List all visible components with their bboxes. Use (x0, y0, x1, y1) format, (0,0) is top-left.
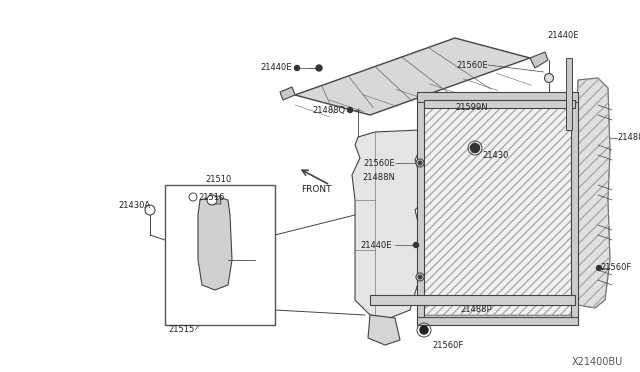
Circle shape (416, 159, 424, 167)
Text: 21440E: 21440E (547, 32, 579, 41)
Circle shape (189, 193, 197, 201)
Text: 21488P: 21488P (460, 305, 492, 314)
Circle shape (470, 144, 479, 153)
Polygon shape (198, 196, 232, 290)
Polygon shape (280, 87, 295, 100)
Circle shape (413, 243, 419, 247)
Text: 21430: 21430 (482, 151, 508, 160)
Circle shape (418, 275, 422, 279)
Circle shape (316, 65, 322, 71)
Polygon shape (295, 38, 530, 115)
Polygon shape (417, 92, 578, 102)
Text: 21515: 21515 (168, 326, 195, 334)
Polygon shape (209, 196, 221, 204)
Circle shape (545, 74, 554, 83)
Bar (165, 185, 275, 325)
Text: 21440E: 21440E (260, 64, 292, 73)
Text: 21510: 21510 (205, 176, 231, 185)
Text: 21560F: 21560F (432, 340, 463, 350)
Polygon shape (417, 97, 424, 320)
Circle shape (145, 205, 155, 215)
Circle shape (596, 266, 602, 270)
Polygon shape (571, 97, 578, 320)
Polygon shape (424, 100, 575, 108)
Circle shape (294, 65, 300, 71)
Bar (420, 102, 575, 315)
Circle shape (418, 161, 422, 165)
Circle shape (416, 273, 424, 281)
Text: 21488Q: 21488Q (313, 106, 346, 115)
Text: 21599N: 21599N (455, 103, 488, 112)
Text: 21516: 21516 (198, 192, 225, 202)
Polygon shape (370, 295, 575, 305)
Text: 21560F: 21560F (600, 263, 631, 273)
Text: 21560E: 21560E (364, 158, 395, 167)
Polygon shape (530, 52, 548, 68)
Polygon shape (368, 315, 400, 345)
Circle shape (420, 326, 428, 334)
Text: X21400BU: X21400BU (572, 357, 623, 367)
Text: 21488M: 21488M (617, 134, 640, 142)
Text: 21430A: 21430A (118, 201, 150, 209)
Bar (420, 102, 575, 315)
Text: 21488N: 21488N (362, 173, 395, 183)
Text: FRONT: FRONT (301, 186, 332, 195)
Circle shape (348, 108, 353, 112)
Text: 21560E: 21560E (456, 61, 488, 70)
Polygon shape (575, 78, 610, 308)
Polygon shape (417, 317, 578, 325)
Polygon shape (566, 58, 572, 130)
Circle shape (207, 195, 217, 205)
Polygon shape (352, 130, 422, 318)
Text: 21440E: 21440E (360, 241, 392, 250)
